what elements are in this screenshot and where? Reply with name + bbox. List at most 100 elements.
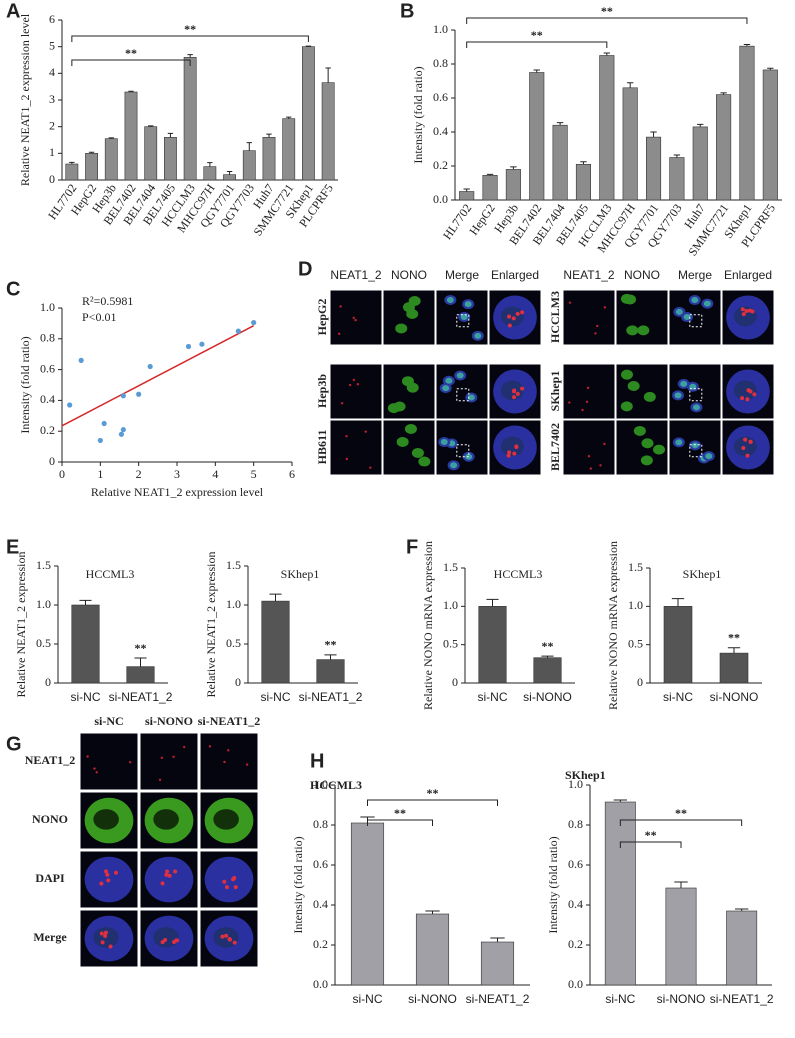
bar <box>104 138 118 181</box>
nucleolus <box>213 809 239 830</box>
bar <box>316 659 345 684</box>
annotation: P<0.01 <box>82 310 116 324</box>
bar <box>183 57 197 181</box>
error-bar <box>673 154 681 158</box>
micrograph-content <box>395 295 421 334</box>
error-bar <box>88 151 95 154</box>
y-tick-label: 0.0 <box>568 977 583 991</box>
y-tick-label: 0.6 <box>568 857 583 871</box>
signal-dot <box>172 940 177 945</box>
micrograph-content <box>672 378 703 413</box>
signal-dot <box>172 755 175 758</box>
signal-dot <box>506 453 511 458</box>
signal-dot <box>224 885 229 890</box>
micrograph-content <box>438 437 475 471</box>
error-bar <box>108 137 114 139</box>
x-tick-label: 6 <box>289 467 295 481</box>
bar <box>669 157 685 201</box>
micrograph-content <box>387 376 419 414</box>
x-tick-label: si-NC <box>605 992 635 1006</box>
signal-dot <box>160 881 165 886</box>
y-tick-label: 1.0 <box>40 300 55 314</box>
y-tick-label: 0.8 <box>313 817 328 831</box>
bar <box>726 910 758 986</box>
signal-dot <box>175 938 180 943</box>
error-bar <box>650 131 657 138</box>
micrograph-content <box>726 295 770 340</box>
nucleus-overlay <box>442 385 450 392</box>
x-tick-label: si-NONO <box>710 690 759 704</box>
bar <box>663 606 693 684</box>
signal-dot <box>740 307 745 312</box>
nucleolus <box>153 927 179 948</box>
y-tick-label: 0.0 <box>433 192 448 206</box>
y-tick-label: 1.0 <box>313 777 328 791</box>
error-bar <box>734 908 749 911</box>
point <box>120 393 126 399</box>
signal-dot <box>86 755 89 758</box>
nucleus <box>643 391 656 402</box>
point <box>97 437 103 444</box>
panel-letter: H <box>310 750 324 772</box>
error-bar <box>613 799 628 802</box>
micrograph-content <box>84 856 134 903</box>
micrograph-content <box>493 369 537 414</box>
y-tick-label: 0 <box>235 675 241 689</box>
bar <box>665 887 697 986</box>
micrograph-content <box>726 369 770 414</box>
signal-dot <box>160 940 165 945</box>
bar <box>716 94 732 201</box>
x-tick-label: 4 <box>212 467 218 481</box>
signal-dot <box>339 305 342 308</box>
x-tick-label: si-NC <box>71 690 101 704</box>
y-axis-label: Intensity (fold ratio) <box>546 836 560 933</box>
bar <box>261 600 290 684</box>
signal-dot <box>164 872 169 877</box>
micrograph-content <box>493 425 537 470</box>
bar <box>223 174 236 181</box>
bar <box>505 169 521 201</box>
error-bar <box>266 133 272 138</box>
x-tick-label: 2 <box>136 467 142 481</box>
chart-title: SKhep1 <box>565 768 606 782</box>
nucleus <box>627 381 640 392</box>
point <box>147 363 153 370</box>
nucleus-overlay <box>703 300 711 307</box>
nucleus-overlay <box>674 392 682 399</box>
y-tick-label: 6 <box>49 12 55 26</box>
error-bar <box>187 54 193 58</box>
y-axis-label: Intensity (fold ratio) <box>291 836 305 933</box>
x-tick-label: si-NEAT1_2 <box>466 992 530 1006</box>
point <box>199 341 205 347</box>
y-tick-label: 0.6 <box>40 361 55 375</box>
error-bar <box>425 910 440 914</box>
micrograph <box>668 419 722 476</box>
nucleus <box>640 455 653 466</box>
chart-title: SKhep1 <box>281 567 320 581</box>
bar <box>124 91 138 181</box>
nucleus-overlay <box>683 314 691 321</box>
signal-dot <box>581 408 584 412</box>
x-tick-label: si-NONO <box>408 992 457 1006</box>
signal-dot <box>585 400 589 403</box>
bar <box>321 82 335 181</box>
micrograph-content <box>158 745 186 782</box>
panel-letter: D <box>298 258 312 280</box>
signal-dot <box>245 763 249 766</box>
y-tick-label: 0.2 <box>313 937 328 951</box>
nucleus-overlay <box>440 439 448 446</box>
x-tick-label: si-NC <box>478 690 508 704</box>
signal-dot <box>515 391 520 396</box>
significance-bracket <box>619 841 682 848</box>
bar <box>762 69 778 201</box>
x-tick-label: HepG2 <box>466 201 497 237</box>
signal-dot <box>354 318 357 322</box>
panel-letter: F <box>406 536 418 558</box>
bar <box>144 126 158 181</box>
point <box>67 402 73 408</box>
row-label: Merge <box>33 930 67 944</box>
bar <box>604 801 636 986</box>
y-tick-label: 0.8 <box>40 331 55 345</box>
y-tick-label: 0.5 <box>226 636 241 650</box>
nucleus <box>620 369 633 380</box>
